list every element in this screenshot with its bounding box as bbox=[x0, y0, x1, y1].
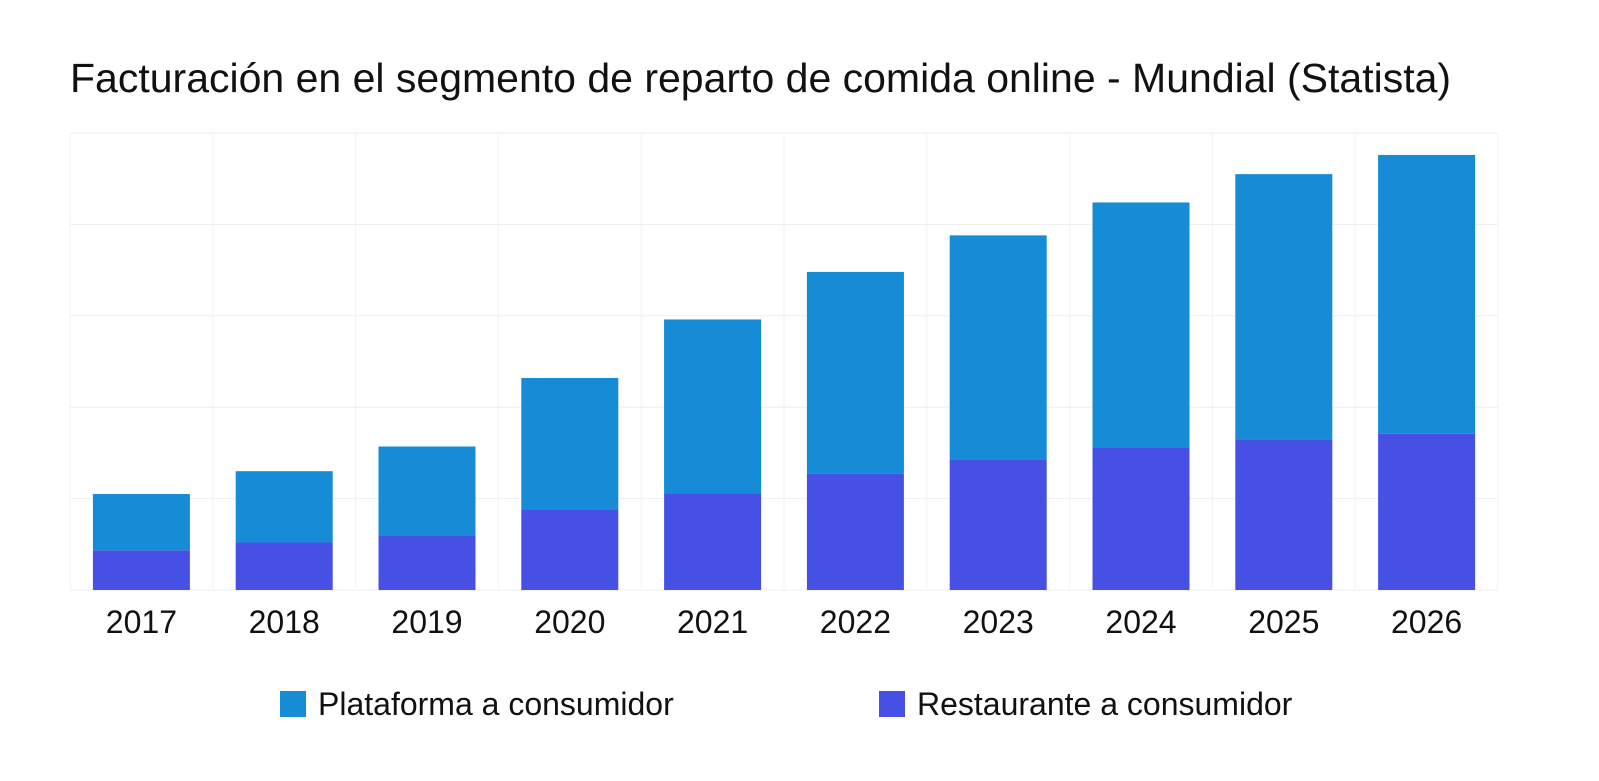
bar-plataforma-2026 bbox=[1378, 154, 1476, 434]
x-tick-label-2022: 2022 bbox=[820, 604, 891, 640]
bars bbox=[92, 154, 1476, 590]
legend: Plataforma a consumidor Restaurante a co… bbox=[0, 682, 1599, 726]
x-tick-label-2017: 2017 bbox=[106, 604, 177, 640]
bar-restaurante-2023 bbox=[949, 459, 1047, 590]
legend-label-plataforma: Plataforma a consumidor bbox=[318, 686, 674, 722]
bar-restaurante-2025 bbox=[1235, 439, 1333, 590]
x-tick-label-2023: 2023 bbox=[963, 604, 1034, 640]
bar-restaurante-2019 bbox=[378, 535, 476, 590]
bar-restaurante-2021 bbox=[664, 493, 762, 590]
chart-title: Facturación en el segmento de reparto de… bbox=[70, 55, 1452, 101]
bar-restaurante-2017 bbox=[92, 550, 190, 590]
bar-plataforma-2018 bbox=[235, 471, 333, 543]
x-tick-label-2018: 2018 bbox=[249, 604, 320, 640]
bar-restaurante-2020 bbox=[521, 509, 619, 590]
grid bbox=[69, 132, 1499, 591]
bar-plataforma-2017 bbox=[92, 494, 190, 551]
x-tick-label-2025: 2025 bbox=[1248, 604, 1319, 640]
bar-plataforma-2024 bbox=[1092, 202, 1190, 448]
legend-swatch-restaurante bbox=[879, 691, 905, 717]
x-axis: 2017 2018 2019 2020 2021 2022 2023 2024 2025 2026 bbox=[106, 604, 1462, 640]
bar-plataforma-2025 bbox=[1235, 174, 1333, 440]
bar-restaurante-2018 bbox=[235, 542, 333, 590]
legend-label-restaurante: Restaurante a consumidor bbox=[917, 686, 1293, 722]
legend-item-restaurante: Restaurante a consumidor bbox=[879, 682, 1292, 726]
x-tick-label-2021: 2021 bbox=[677, 604, 748, 640]
x-tick-label-2019: 2019 bbox=[391, 604, 462, 640]
x-tick-label-2026: 2026 bbox=[1391, 604, 1462, 640]
x-tick-label-2020: 2020 bbox=[534, 604, 605, 640]
bar-plataforma-2019 bbox=[378, 446, 476, 536]
legend-swatch-plataforma bbox=[280, 691, 306, 717]
bar-restaurante-2024 bbox=[1092, 447, 1190, 590]
bar-plataforma-2023 bbox=[949, 235, 1047, 460]
bar-plataforma-2022 bbox=[806, 271, 904, 474]
bar-restaurante-2022 bbox=[806, 473, 904, 590]
bar-plataforma-2021 bbox=[664, 319, 762, 494]
bar-restaurante-2026 bbox=[1378, 433, 1476, 590]
x-tick-label-2024: 2024 bbox=[1105, 604, 1176, 640]
legend-item-plataforma: Plataforma a consumidor bbox=[280, 682, 674, 726]
bar-plataforma-2020 bbox=[521, 377, 619, 510]
